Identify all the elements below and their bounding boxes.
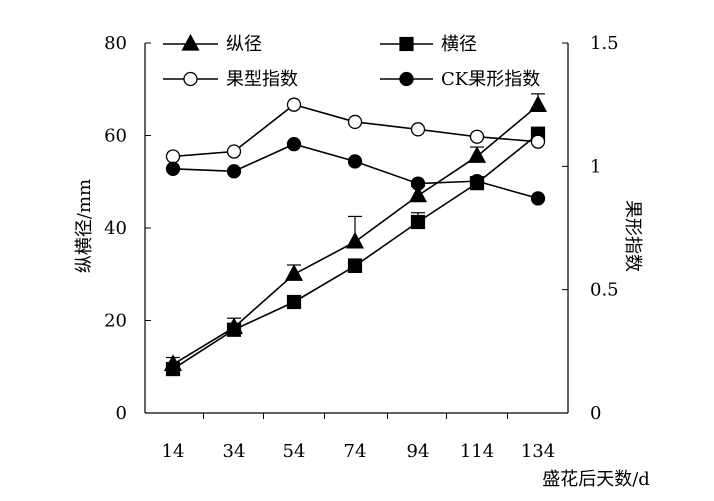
legend-label: CK果形指数 bbox=[441, 69, 540, 90]
right-tick-label: 0 bbox=[590, 403, 601, 424]
x-axis-title: 盛花后天数/d bbox=[542, 469, 650, 490]
data-point bbox=[345, 231, 365, 249]
right-tick-label: 1.5 bbox=[590, 33, 619, 54]
data-point bbox=[530, 191, 546, 206]
right-tick-label: 0.5 bbox=[590, 280, 619, 301]
data-point bbox=[347, 258, 363, 274]
legend-marker bbox=[183, 71, 198, 87]
series-3 bbox=[165, 97, 546, 164]
left-tick-label: 40 bbox=[104, 218, 127, 239]
series-layer bbox=[163, 93, 548, 377]
y-axis-title: 纵横径/mm bbox=[74, 179, 95, 273]
data-point bbox=[467, 146, 487, 163]
x-axis-ticks: 14 34 54 74 94 114 134 bbox=[162, 413, 555, 462]
legend-item: 横径 bbox=[380, 34, 477, 55]
left-tick-label: 60 bbox=[104, 126, 127, 147]
data-point bbox=[165, 161, 181, 176]
x-tick-label: 54 bbox=[283, 441, 306, 462]
data-point bbox=[530, 134, 546, 149]
legend-item: 果型指数 bbox=[163, 69, 298, 90]
legend-marker bbox=[399, 36, 414, 52]
legend-label: 果型指数 bbox=[226, 69, 298, 90]
data-point bbox=[284, 264, 304, 281]
data-point bbox=[469, 129, 485, 144]
legend-marker bbox=[181, 33, 200, 51]
x-tick-label: 34 bbox=[223, 441, 246, 462]
x-tick-label: 14 bbox=[162, 441, 185, 462]
right-axis-ticks: 0 0.5 1 1.5 bbox=[562, 33, 619, 424]
data-point bbox=[286, 136, 302, 152]
data-point bbox=[165, 361, 181, 377]
left-tick-label: 80 bbox=[104, 33, 127, 54]
data-point bbox=[408, 185, 428, 203]
left-tick-label: 0 bbox=[116, 403, 127, 424]
plot-frame bbox=[144, 43, 569, 414]
x-tick-label: 94 bbox=[407, 441, 430, 462]
data-point bbox=[286, 294, 302, 310]
data-point bbox=[528, 95, 548, 113]
x-tick-label: 134 bbox=[521, 441, 555, 462]
data-point bbox=[226, 164, 242, 179]
y2-axis-title: 果形指数 bbox=[622, 200, 643, 272]
data-point bbox=[226, 144, 242, 159]
data-point bbox=[226, 322, 242, 337]
data-point bbox=[410, 122, 426, 137]
legend-label: 纵径 bbox=[226, 34, 262, 55]
series-4 bbox=[165, 136, 546, 206]
data-point bbox=[165, 149, 181, 164]
legend-item: CK果形指数 bbox=[380, 69, 540, 90]
legend-marker bbox=[399, 71, 414, 87]
left-tick-label: 20 bbox=[104, 311, 127, 332]
data-point bbox=[347, 114, 363, 130]
data-point bbox=[410, 214, 426, 230]
data-point bbox=[469, 173, 485, 189]
data-point bbox=[410, 176, 426, 191]
x-tick-label: 74 bbox=[344, 441, 367, 462]
legend-item: 纵径 bbox=[163, 33, 262, 55]
data-point bbox=[286, 97, 302, 112]
left-axis-ticks: 0 20 40 60 80 bbox=[104, 33, 151, 424]
x-tick-label: 114 bbox=[460, 441, 494, 462]
data-point bbox=[347, 154, 363, 169]
series-1 bbox=[163, 93, 548, 372]
legend-label: 横径 bbox=[441, 34, 477, 55]
right-tick-label: 1 bbox=[590, 156, 601, 177]
